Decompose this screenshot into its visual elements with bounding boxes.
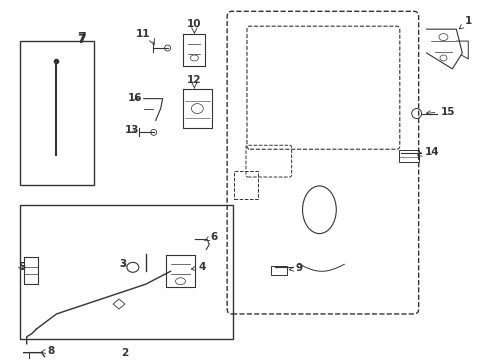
Text: 6: 6 (204, 231, 217, 242)
Text: 14: 14 (417, 147, 438, 157)
Text: 3: 3 (119, 259, 126, 269)
Text: 12: 12 (187, 75, 201, 85)
Text: 15: 15 (426, 107, 454, 117)
Text: 2: 2 (121, 348, 128, 357)
Text: 16: 16 (128, 93, 142, 103)
Text: 8: 8 (41, 346, 55, 356)
Bar (20, 205, 233, 339)
Text: 10: 10 (187, 19, 201, 29)
Bar (398, 150, 418, 162)
Text: 11: 11 (136, 29, 150, 39)
Text: 4: 4 (191, 262, 205, 272)
Text: 9: 9 (289, 263, 302, 273)
Text: 7: 7 (77, 31, 85, 44)
Bar (270, 266, 286, 275)
Bar (20, 41, 94, 185)
Text: 13: 13 (124, 125, 139, 135)
Text: 1: 1 (458, 16, 471, 29)
Text: 7: 7 (77, 33, 85, 46)
Text: 5: 5 (18, 262, 25, 272)
